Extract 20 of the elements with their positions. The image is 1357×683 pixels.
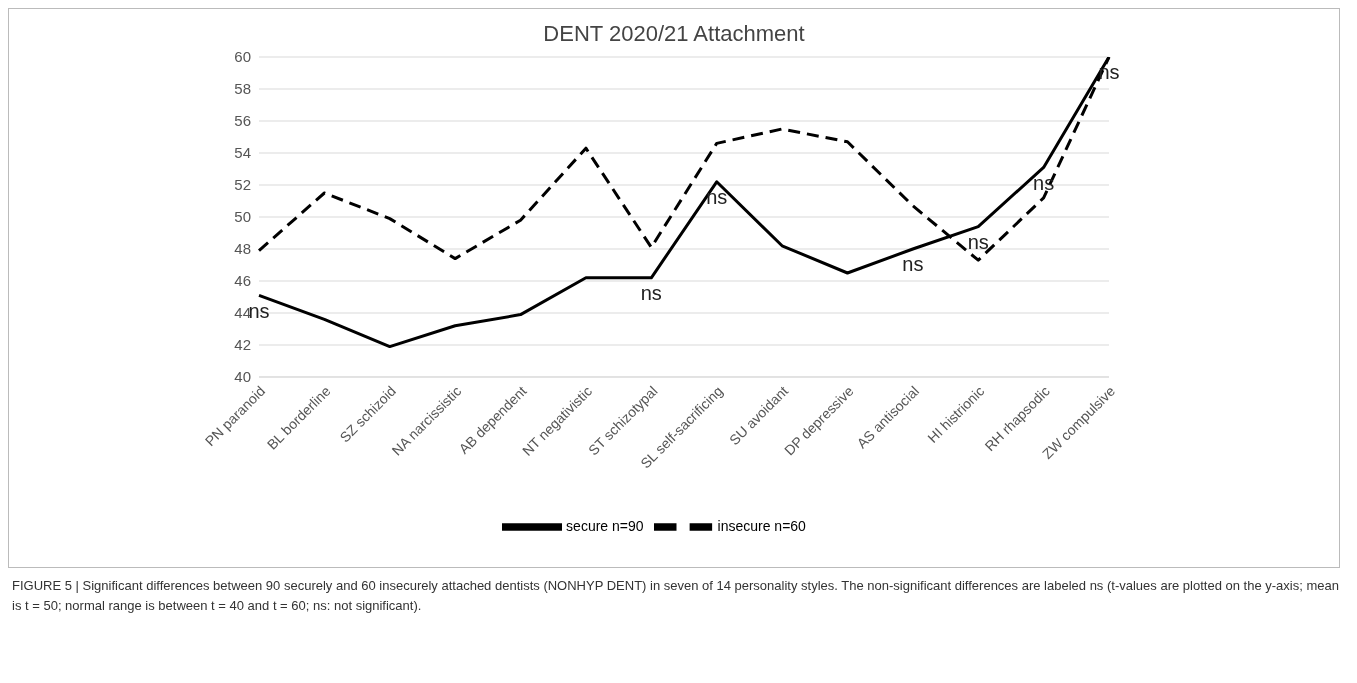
- chart-title: DENT 2020/21 Attachment: [542, 20, 806, 47]
- legend-label: insecure n=60: [717, 517, 806, 534]
- y-tick-label: 44: [234, 304, 251, 322]
- y-tick-label: 58: [234, 80, 251, 98]
- data-label: ns: [706, 186, 728, 208]
- y-tick-label: 46: [234, 272, 251, 290]
- data-label: ns: [1033, 171, 1055, 194]
- y-tick-label: 40: [234, 368, 251, 386]
- y-tick-label: 42: [234, 336, 251, 354]
- y-tick-label: 54: [234, 144, 251, 162]
- data-label: ns: [640, 282, 662, 304]
- y-tick-label: 56: [234, 112, 251, 130]
- legend-label: secure n=90: [566, 517, 644, 534]
- caption: FIGURE 5 | Significant differences between 90 securely and 60 insecurely attached dentists (NONHYP DENT) in seven of 14 personality styles. The non-significant differences are labeled ns (t-values are plotted on the y-axis; mean is t = 50; normal range is between t = 40 and t = 60; ns: not significant).: [11, 577, 1340, 615]
- y-tick-label: 60: [234, 48, 251, 66]
- data-label: ns: [967, 230, 989, 253]
- data-label: ns: [902, 253, 924, 276]
- y-tick-label: 50: [234, 208, 251, 226]
- y-tick-label: 48: [234, 240, 251, 258]
- y-tick-label: 52: [234, 176, 251, 194]
